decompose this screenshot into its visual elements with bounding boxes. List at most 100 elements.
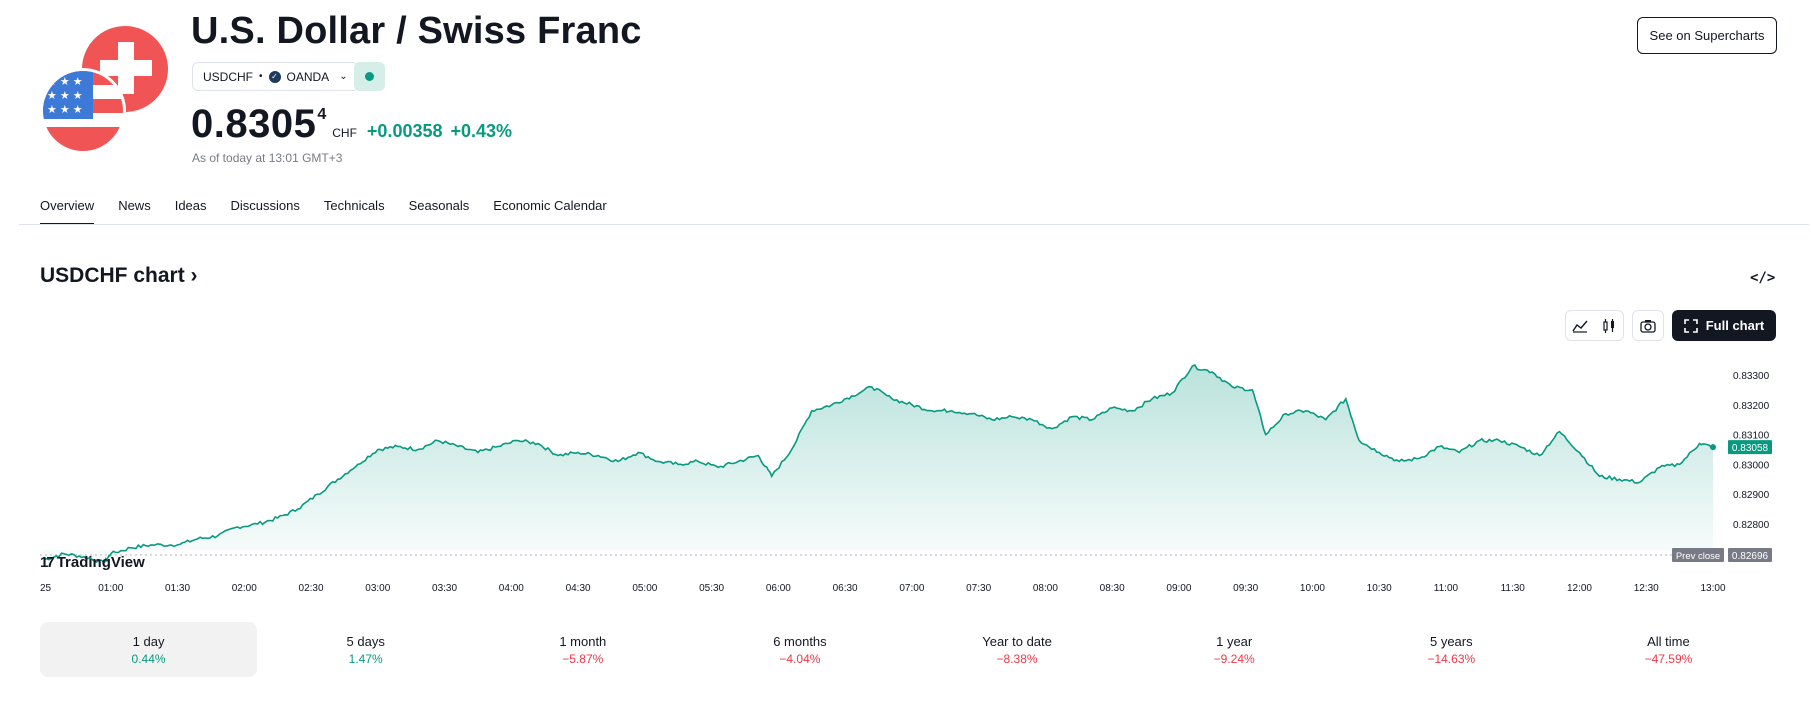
tab-economic-calendar[interactable]: Economic Calendar — [493, 198, 607, 213]
x-tick-label: 01:30 — [165, 583, 190, 594]
period-tab[interactable]: 5 years −14.63% — [1343, 622, 1560, 677]
tab-news[interactable]: News — [118, 198, 151, 213]
x-tick-label: 02:00 — [232, 583, 257, 594]
period-change-value: 1.47% — [348, 651, 383, 666]
market-status-badge[interactable] — [354, 62, 385, 91]
period-tab[interactable]: 1 year −9.24% — [1126, 622, 1343, 677]
embed-code-icon[interactable]: </> — [1750, 270, 1776, 286]
us-flag-icon: ★★★ ★★★ ★★★ — [40, 68, 126, 154]
x-tick-label: 11:00 — [1434, 583, 1459, 594]
x-tick-label: 11:30 — [1501, 583, 1526, 594]
symbol-ticker: USDCHF — [203, 69, 253, 84]
period-label: 5 years — [1429, 633, 1473, 649]
y-tick-label: 0.82800 — [1733, 520, 1770, 531]
tradingview-logo-text: TradingView — [56, 554, 145, 571]
price-line — [43, 363, 1714, 564]
period-change-value: −47.59% — [1644, 651, 1693, 666]
tradingview-mark-icon: 17 — [40, 554, 55, 571]
tab-seasonals[interactable]: Seasonals — [408, 198, 470, 213]
period-label: All time — [1647, 633, 1690, 649]
price-change: +0.00358 — [366, 121, 443, 141]
x-tick-label: 06:00 — [766, 583, 791, 594]
tab-discussions[interactable]: Discussions — [230, 198, 300, 213]
prev-close-value: 0.82696 — [1732, 551, 1769, 562]
x-tick-label: 02:30 — [299, 583, 324, 594]
candles-chart-icon[interactable] — [1595, 311, 1624, 340]
x-tick-label: 10:00 — [1300, 583, 1325, 594]
x-tick-label: 05:30 — [699, 583, 724, 594]
price-timestamp: As of today at 13:01 GMT+3 — [192, 151, 343, 165]
period-label: 1 year — [1216, 633, 1253, 649]
y-tick-label: 0.83100 — [1733, 431, 1770, 442]
tab-ideas[interactable]: Ideas — [174, 198, 207, 213]
fullscreen-icon — [1683, 318, 1698, 333]
last-price-label: 0.83058 — [1732, 443, 1769, 454]
price-chart[interactable]: 0.83300 0.83200 0.83100 0.83000 0.82900 0.828… — [0, 350, 1811, 600]
tab-technicals[interactable]: Technicals — [323, 198, 385, 213]
x-tick-label: 04:00 — [499, 583, 524, 594]
x-tick-label: 03:30 — [432, 583, 457, 594]
chart-style-toggle — [1565, 310, 1624, 341]
separator-dot: • — [259, 71, 263, 82]
verified-check-icon: ✓ — [268, 70, 281, 83]
y-tick-label: 0.82900 — [1733, 490, 1770, 501]
symbol-logo: ★★★ ★★★ ★★★ — [40, 26, 170, 156]
period-change-value: 0.44% — [131, 651, 166, 666]
period-label: 5 days — [346, 633, 385, 649]
period-label: 1 day — [132, 633, 165, 649]
full-chart-button[interactable]: Full chart — [1672, 310, 1776, 341]
chart-section-title[interactable]: USDCHF chart › — [40, 264, 198, 288]
period-tab[interactable]: 6 months −4.04% — [691, 622, 908, 677]
tabs-divider — [19, 224, 1809, 225]
x-tick-label: 04:30 — [566, 583, 591, 594]
price-change-percent: +0.43% — [450, 121, 513, 141]
last-price-pip: 4 — [317, 106, 327, 123]
section-tabs: Overview News Ideas Discussions Technica… — [40, 198, 607, 225]
camera-icon[interactable] — [1632, 310, 1664, 341]
period-change-value: −8.38% — [996, 651, 1038, 666]
tradingview-logo[interactable]: 17 TradingView — [40, 554, 145, 571]
x-tick-label: 03:00 — [365, 583, 390, 594]
price-currency: CHF — [332, 126, 357, 140]
x-tick-label: 08:30 — [1100, 583, 1125, 594]
x-tick-label: 06:30 — [833, 583, 858, 594]
period-change-value: −5.87% — [562, 651, 604, 666]
period-tab[interactable]: 1 day 0.44% — [40, 622, 258, 677]
x-tick-label: 12:00 — [1567, 583, 1592, 594]
symbol-selector[interactable]: USDCHF • ✓ OANDA ⌄ — [192, 62, 359, 91]
prev-close-tag — [1672, 547, 1724, 562]
x-tick-label: 12:30 — [1634, 583, 1659, 594]
period-tab[interactable]: 1 month −5.87% — [474, 622, 691, 677]
see-on-supercharts-button[interactable]: See on Supercharts — [1637, 17, 1777, 54]
x-tick-label: 09:30 — [1233, 583, 1258, 594]
period-tab[interactable]: All time −47.59% — [1560, 622, 1777, 677]
chevron-right-icon: › — [184, 264, 198, 287]
market-open-dot-icon — [365, 72, 374, 81]
period-tab[interactable]: Year to date −8.38% — [909, 622, 1126, 677]
y-tick-label: 0.83000 — [1733, 460, 1770, 471]
x-tick-label: 01:00 — [98, 583, 123, 594]
x-tick-label: 05:00 — [632, 583, 657, 594]
prev-close-value-tag — [1728, 547, 1772, 562]
x-tick-label: 13:00 — [1700, 583, 1725, 594]
period-change-value: −4.04% — [779, 651, 821, 666]
full-chart-label: Full chart — [1705, 318, 1765, 333]
last-price: 0.8305 — [191, 102, 317, 146]
performance-periods: 1 day 0.44% 5 days 1.47% 1 month −5.87% 6 mont… — [40, 622, 1777, 677]
exchange-name: OANDA — [286, 69, 330, 84]
area-chart-icon[interactable] — [1566, 311, 1595, 340]
tab-overview[interactable]: Overview — [40, 198, 95, 225]
price-area-fill — [44, 365, 1713, 563]
last-price-tag — [1728, 440, 1772, 455]
x-tick-label: 07:30 — [966, 583, 991, 594]
y-tick-label: 0.83200 — [1733, 401, 1770, 412]
x-tick-label: 25 — [40, 583, 52, 594]
period-tab[interactable]: 5 days 1.47% — [257, 622, 474, 677]
x-tick-label: 09:00 — [1166, 583, 1191, 594]
last-price-dot — [1710, 444, 1716, 451]
chevron-down-icon: ⌄ — [339, 71, 348, 82]
period-label: 1 month — [559, 633, 607, 649]
price-block: 0.8305 4 CHF +0.00358 +0.43% — [191, 102, 512, 147]
x-tick-label: 08:00 — [1033, 583, 1058, 594]
y-tick-label: 0.83300 — [1733, 371, 1770, 382]
